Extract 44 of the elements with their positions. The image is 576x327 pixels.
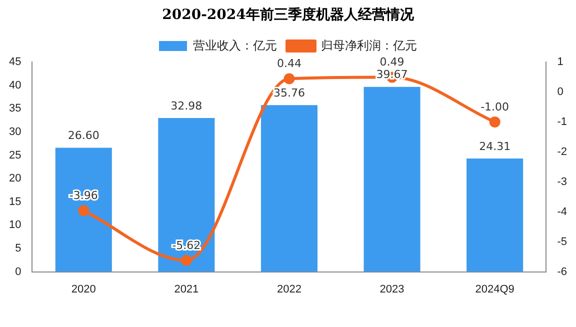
- bar: [260, 105, 318, 272]
- y2-tick-label: -5: [557, 236, 567, 248]
- y2-tick-label: 1: [557, 56, 564, 68]
- y-tick-label: 20: [8, 172, 22, 185]
- x-tick-label: 2024Q9: [475, 283, 514, 296]
- bar: [158, 118, 215, 272]
- point: [489, 116, 500, 128]
- y-tick-label: 30: [8, 126, 22, 138]
- y-tick-label: 10: [8, 219, 22, 232]
- y-tick-label: 40: [8, 79, 22, 92]
- y-tick-label: 15: [8, 196, 22, 208]
- y2-tick-label: -3: [557, 176, 567, 188]
- y2-tick-label: -2: [557, 146, 567, 158]
- data-label: -5.62: [172, 238, 201, 252]
- legend-label: 归母净利润：亿元: [321, 38, 417, 52]
- y2-tick-label: 0: [557, 86, 564, 98]
- data-label: 0.49: [380, 56, 404, 69]
- y-tick-label: 25: [8, 149, 22, 162]
- data-label: -1.00: [480, 100, 510, 114]
- data-label: -3.96: [69, 189, 98, 202]
- point: [180, 254, 192, 266]
- y2-tick-label: -6: [557, 266, 567, 278]
- y-tick-label: 45: [8, 56, 22, 68]
- y-tick-label: 35: [8, 102, 22, 115]
- chart-title: 2020-2024年前三季度机器人经营情况: [161, 6, 415, 24]
- y-tick-label: 0: [15, 266, 22, 278]
- bar: [466, 158, 524, 272]
- data-label: 32.98: [170, 99, 202, 112]
- data-label: 0.44: [276, 57, 302, 70]
- bar: [55, 148, 112, 272]
- x-tick-label: 2021: [174, 283, 199, 296]
- x-tick-label: 2020: [71, 283, 96, 296]
- point: [284, 73, 295, 84]
- data-label: 35.76: [273, 86, 305, 100]
- bar: [364, 86, 420, 272]
- x-tick-label: 2023: [380, 283, 404, 296]
- point: [78, 205, 90, 216]
- y2-tick-label: -1: [557, 116, 567, 128]
- x-tick-label: 2022: [276, 283, 302, 296]
- data-label: 26.60: [68, 129, 100, 142]
- y-tick-label: 5: [15, 242, 22, 255]
- legend-label: 营业收入：亿元: [193, 38, 277, 52]
- data-label: 24.31: [479, 140, 511, 153]
- y2-tick-label: -4: [557, 206, 567, 218]
